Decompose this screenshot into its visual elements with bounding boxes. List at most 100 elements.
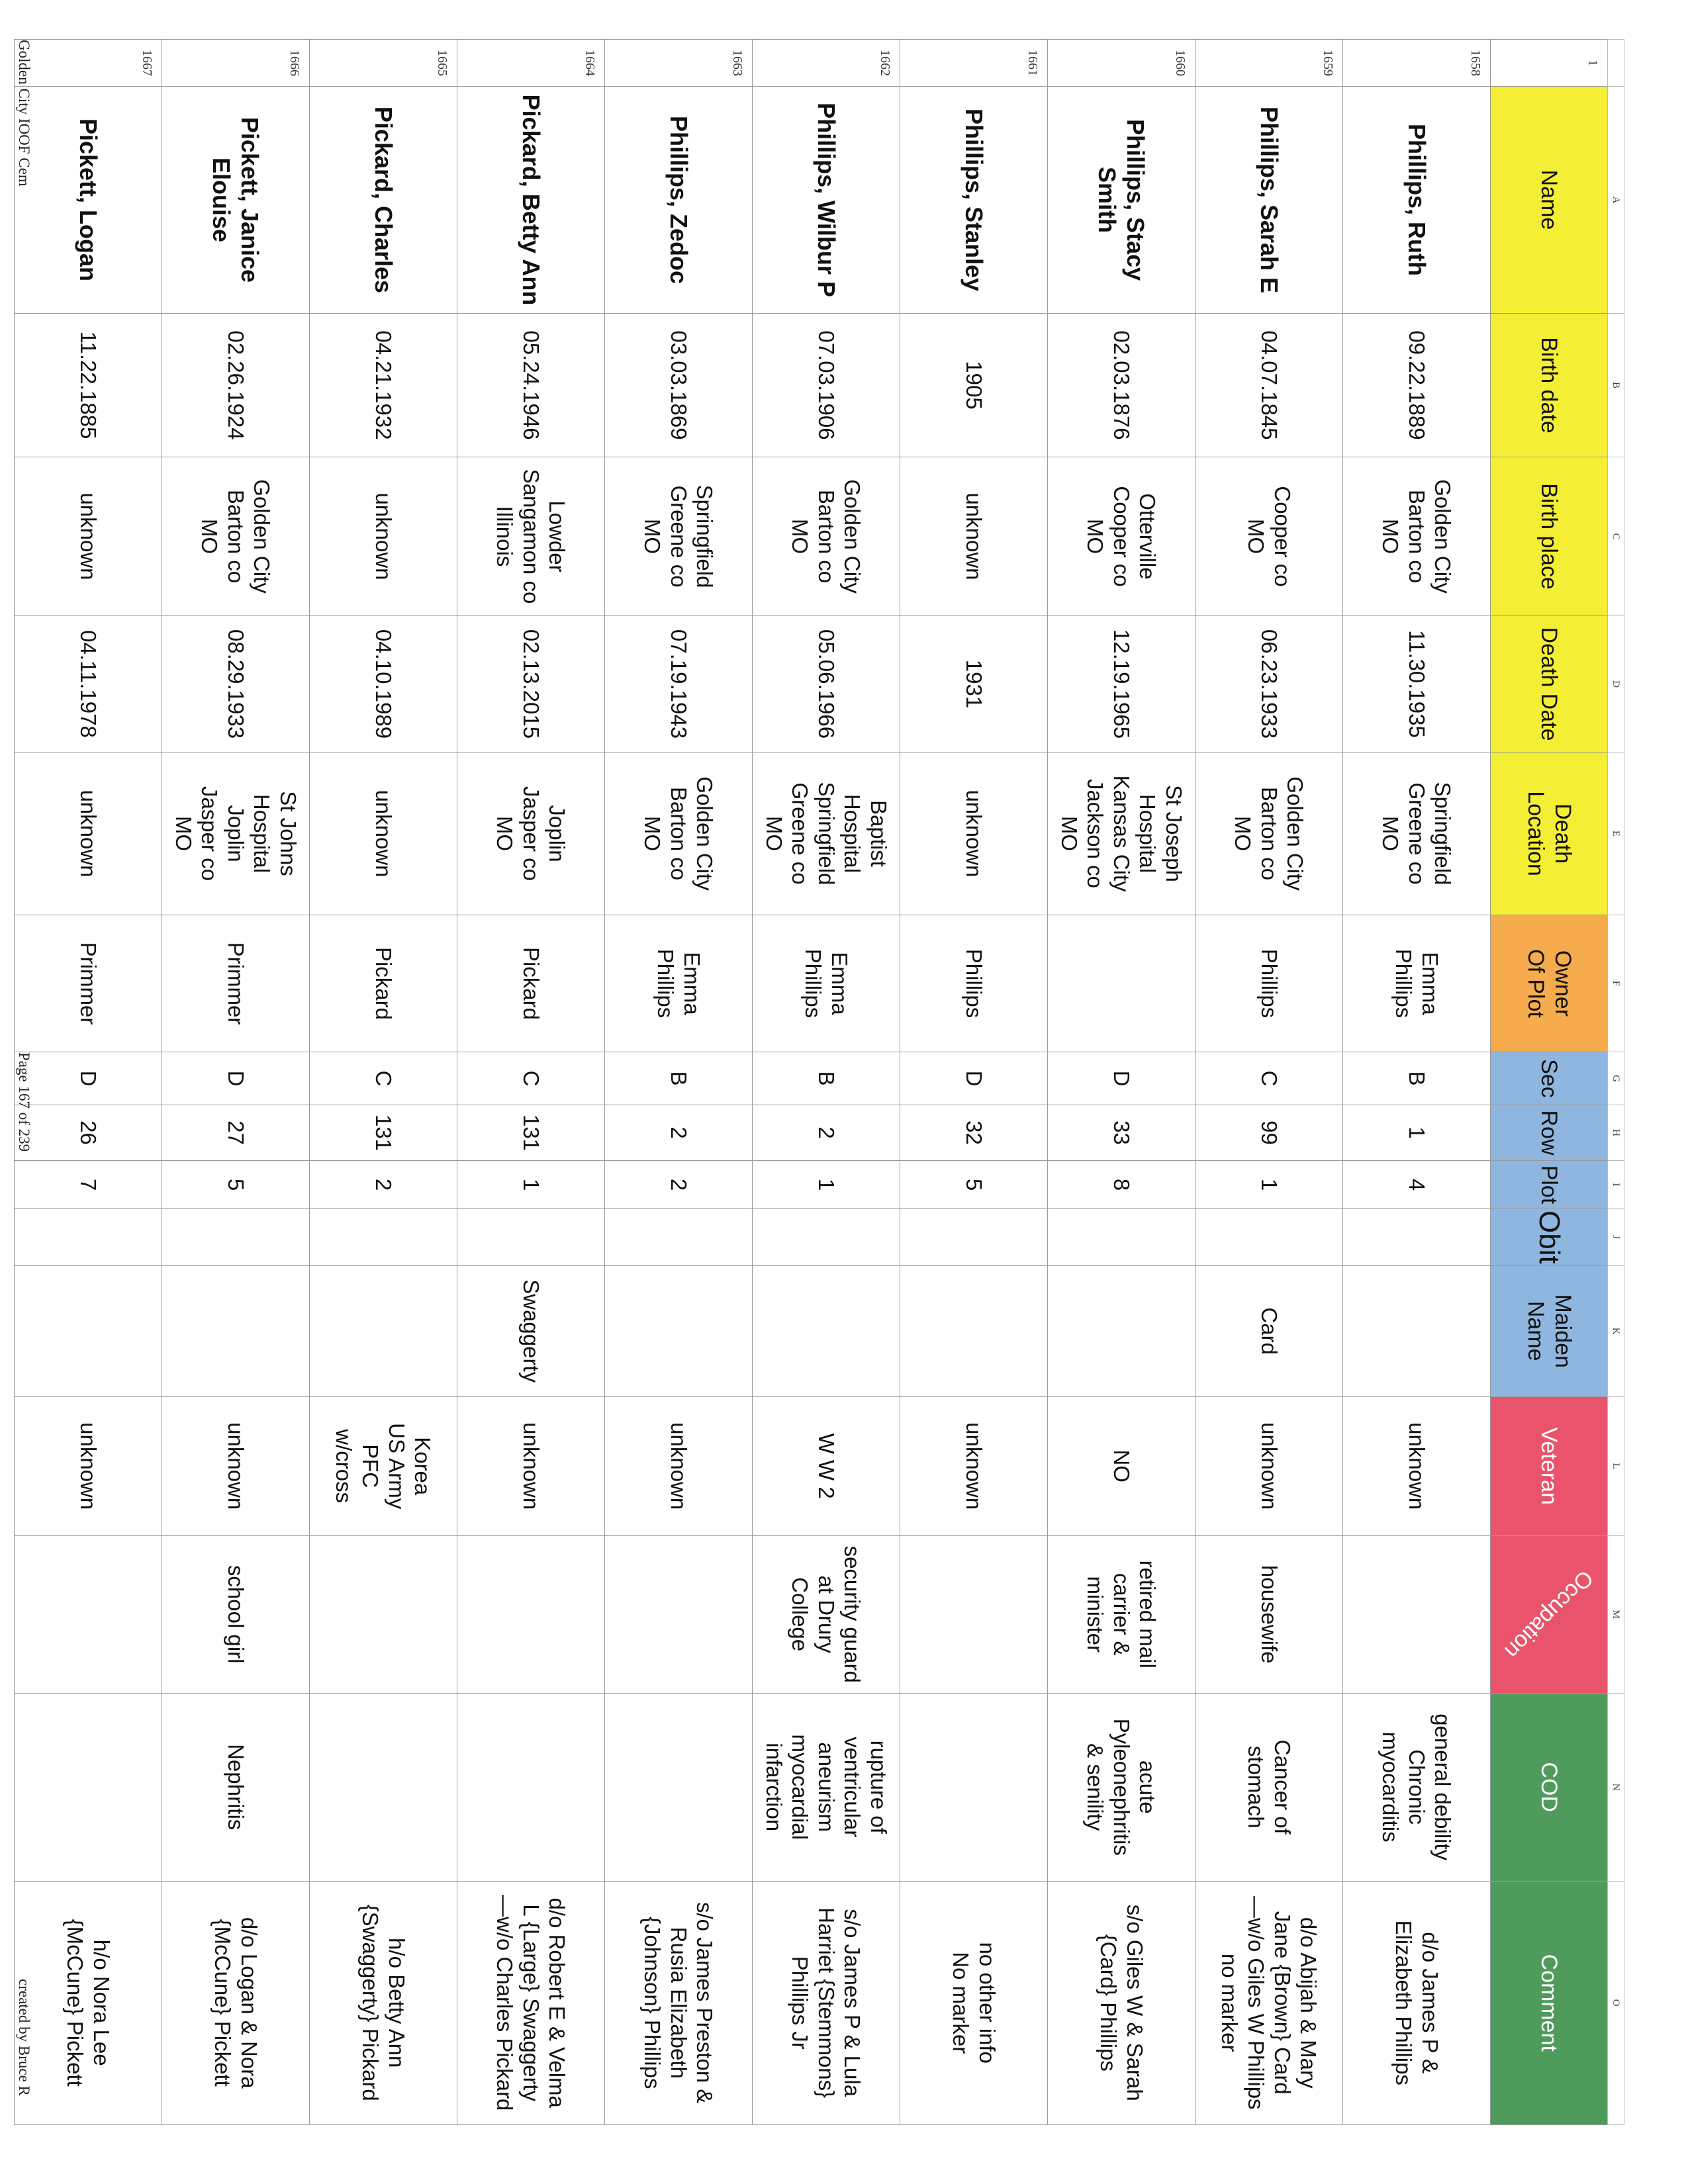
header-birth-date: Birth date (1490, 313, 1608, 457)
cell-comment: d/o James P & Elizabeth Phillips (1342, 1881, 1491, 2125)
cell-row: 33 (1047, 1105, 1196, 1161)
cell-birth-place: Springfield Greene co MO (604, 457, 753, 616)
cell-plot: 1 (1195, 1160, 1343, 1209)
cell-veteran: Korea US Army PFC w/cross (309, 1396, 457, 1536)
cell-row: 131 (457, 1105, 605, 1161)
cell-row: 27 (162, 1105, 310, 1161)
cell-cod: rupture of ventricular aneurism myocardi… (752, 1693, 900, 1882)
cell-obit (457, 1208, 605, 1266)
row-number: 1659 (1195, 39, 1343, 87)
cell-comment: d/o Abijah & Mary Jane {Brown} Card —w/o… (1195, 1881, 1343, 2125)
column-letter: E (1607, 752, 1624, 915)
column-letter (1607, 39, 1624, 87)
cell-plot: 4 (1342, 1160, 1491, 1209)
cell-veteran: W W 2 (752, 1396, 900, 1536)
cell-birth-place: Otterville Cooper co MO (1047, 457, 1196, 616)
row-number: 1661 (900, 39, 1048, 87)
header-maiden-name: Maiden Name (1490, 1265, 1608, 1397)
cell-death-date: 08.29.1933 (162, 615, 310, 752)
cell-cod (457, 1693, 605, 1882)
cell-death-date: 12.19.1965 (1047, 615, 1196, 752)
cell-owner-of-plot: Emma Phillips (752, 915, 900, 1052)
cell-veteran: unknown (900, 1396, 1048, 1536)
cell-plot: 2 (309, 1160, 457, 1209)
cell-sec: C (1195, 1052, 1343, 1105)
cell-name: Phillips, Zedoc (604, 86, 753, 314)
cell-death-location: Golden City Barton co MO (1195, 752, 1343, 915)
cell-owner-of-plot: Pickard (457, 915, 605, 1052)
column-letter: N (1607, 1693, 1624, 1882)
cell-maiden-name (752, 1265, 900, 1397)
cell-sec: C (457, 1052, 605, 1105)
cell-cod (604, 1693, 753, 1882)
column-letter: F (1607, 915, 1624, 1052)
cell-death-date: 04.11.1978 (14, 615, 162, 752)
cell-cod: acute Pyleonephritis & senility (1047, 1693, 1196, 1882)
cell-maiden-name (14, 1265, 162, 1397)
cell-obit (1047, 1208, 1196, 1266)
cell-occupation (457, 1535, 605, 1694)
cell-occupation (309, 1535, 457, 1694)
cell-name: Phillips, Stacy Smith (1047, 86, 1196, 314)
table-row: 1659 Phillips, Sarah E 04.07.1845 Cooper co… (1195, 39, 1343, 2125)
header-death-date: Death Date (1490, 615, 1608, 752)
cell-cod: Nephritis (162, 1693, 310, 1882)
cell-death-date: 02.13.2015 (457, 615, 605, 752)
cell-birth-place: Golden City Barton co MO (162, 457, 310, 616)
column-letter: M (1607, 1535, 1624, 1694)
cell-sec: B (604, 1052, 753, 1105)
cell-comment: h/o Nora Lee {McCune} Pickett (14, 1881, 162, 2125)
cell-maiden-name (1047, 1265, 1196, 1397)
header-occupation: Occupation (1490, 1535, 1608, 1694)
cell-occupation (900, 1535, 1048, 1694)
header-row: 1 Name Birth date Birth place Death Date Deat… (1490, 39, 1608, 2125)
cell-sec: D (1047, 1052, 1196, 1105)
footer-author: created by Bruce R (16, 1979, 32, 2096)
table-row: 1660 Phillips, Stacy Smith 02.03.1876 Otter… (1047, 39, 1196, 2125)
cell-birth-date: 03.03.1869 (604, 313, 753, 457)
header-veteran: Veteran (1490, 1396, 1608, 1536)
cell-obit (900, 1208, 1048, 1266)
cell-name: Phillips, Ruth (1342, 86, 1491, 314)
cell-cod (900, 1693, 1048, 1882)
cell-veteran: unknown (604, 1396, 753, 1536)
column-letter: B (1607, 313, 1624, 457)
cell-plot: 5 (162, 1160, 310, 1209)
header-comment: Comment (1490, 1881, 1608, 2125)
cell-name: Phillips, Stanley (900, 86, 1048, 314)
cell-owner-of-plot (1047, 915, 1196, 1052)
table-row: 1666 Pickett, Janice Elouise 02.26.1924 Gol… (162, 39, 310, 2125)
header-occupation-label: Occupation (1500, 1565, 1599, 1664)
cell-comment: d/o Robert E & Velma L {Large} Swaggerty… (457, 1881, 605, 2125)
cell-birth-place: unknown (309, 457, 457, 616)
cell-name: Pickard, Charles (309, 86, 457, 314)
cell-death-date: 04.10.1989 (309, 615, 457, 752)
header-row: Row (1490, 1105, 1608, 1161)
column-letter: I (1607, 1160, 1624, 1209)
cell-veteran: NO (1047, 1396, 1196, 1536)
table-row: 1667 Pickett, Logan 11.22.1885 unknown 04.11… (14, 39, 162, 2125)
header-name: Name (1490, 86, 1608, 314)
table-row: 1664 Pickard, Betty Ann 05.24.1946 Lowder S… (457, 39, 605, 2125)
row-number: 1662 (752, 39, 900, 87)
cell-death-location: Joplin Jasper co MO (457, 752, 605, 915)
cell-obit (162, 1208, 310, 1266)
cell-birth-date: 09.22.1889 (1342, 313, 1491, 457)
cell-owner-of-plot: Phillips (900, 915, 1048, 1052)
cell-owner-of-plot: Emma Phillips (1342, 915, 1491, 1052)
cell-sec: B (752, 1052, 900, 1105)
cell-sec: C (309, 1052, 457, 1105)
cell-row: 99 (1195, 1105, 1343, 1161)
cell-sec: D (162, 1052, 310, 1105)
cell-veteran: unknown (1342, 1396, 1491, 1536)
cell-owner-of-plot: Emma Phillips (604, 915, 753, 1052)
table-row: 1665 Pickard, Charles 04.21.1932 unknown 04.… (309, 39, 457, 2125)
cell-cod: Cancer of stomach (1195, 1693, 1343, 1882)
cell-plot: 7 (14, 1160, 162, 1209)
cell-plot: 1 (752, 1160, 900, 1209)
column-letter: A (1607, 86, 1624, 314)
cell-name: Phillips, Wilbur P (752, 86, 900, 314)
footer-cemetery-name: Golden City IOOF Cem (16, 40, 32, 187)
cell-comment: s/o Giles W & Sarah {Card} Phillips (1047, 1881, 1196, 2125)
